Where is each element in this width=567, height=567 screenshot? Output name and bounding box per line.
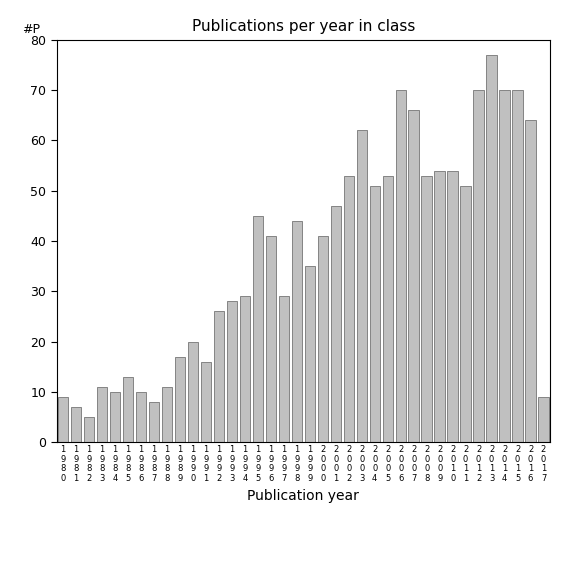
Bar [84, 417, 94, 442]
Bar [253, 216, 263, 442]
Bar [188, 341, 198, 442]
Bar [266, 236, 276, 442]
Bar [291, 221, 302, 442]
Bar [97, 387, 107, 442]
Bar [460, 185, 471, 442]
Bar [240, 297, 250, 442]
Bar [370, 185, 380, 442]
Bar [447, 171, 458, 442]
Bar [136, 392, 146, 442]
Bar [357, 130, 367, 442]
Bar [331, 206, 341, 442]
Bar [421, 176, 432, 442]
Bar [278, 297, 289, 442]
Bar [318, 236, 328, 442]
Bar [71, 407, 82, 442]
Bar [396, 90, 406, 442]
Bar [175, 357, 185, 442]
Bar [500, 90, 510, 442]
Bar [473, 90, 484, 442]
Bar [149, 402, 159, 442]
Text: #P: #P [22, 23, 40, 36]
Bar [58, 397, 69, 442]
Bar [408, 110, 419, 442]
Bar [434, 171, 445, 442]
Bar [344, 176, 354, 442]
Bar [201, 362, 211, 442]
Bar [214, 311, 224, 442]
Bar [123, 377, 133, 442]
Bar [513, 90, 523, 442]
Bar [486, 55, 497, 442]
X-axis label: Publication year: Publication year [247, 489, 359, 503]
Bar [227, 302, 237, 442]
Bar [383, 176, 393, 442]
Bar [110, 392, 120, 442]
Bar [304, 266, 315, 442]
Title: Publications per year in class: Publications per year in class [192, 19, 415, 35]
Bar [525, 120, 536, 442]
Bar [538, 397, 549, 442]
Bar [162, 387, 172, 442]
